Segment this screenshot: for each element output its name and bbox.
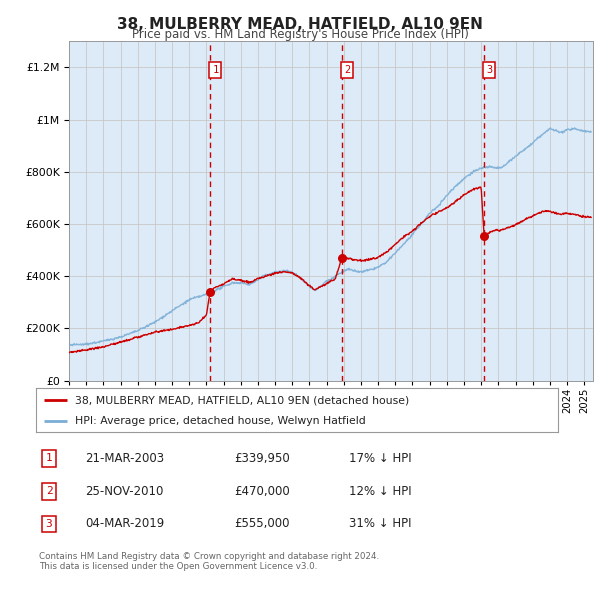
Text: 04-MAR-2019: 04-MAR-2019: [86, 517, 165, 530]
Text: HPI: Average price, detached house, Welwyn Hatfield: HPI: Average price, detached house, Welw…: [75, 416, 366, 426]
Text: 3: 3: [46, 519, 52, 529]
Text: 2: 2: [344, 65, 350, 75]
Text: 21-MAR-2003: 21-MAR-2003: [86, 452, 165, 465]
Text: Price paid vs. HM Land Registry's House Price Index (HPI): Price paid vs. HM Land Registry's House …: [131, 28, 469, 41]
Text: £555,000: £555,000: [235, 517, 290, 530]
Text: This data is licensed under the Open Government Licence v3.0.: This data is licensed under the Open Gov…: [39, 562, 317, 571]
Text: 1: 1: [46, 454, 52, 463]
Text: 12% ↓ HPI: 12% ↓ HPI: [349, 484, 412, 498]
Text: 17% ↓ HPI: 17% ↓ HPI: [349, 452, 412, 465]
Text: £470,000: £470,000: [235, 484, 290, 498]
Text: 25-NOV-2010: 25-NOV-2010: [86, 484, 164, 498]
Text: 2: 2: [46, 486, 52, 496]
Text: Contains HM Land Registry data © Crown copyright and database right 2024.: Contains HM Land Registry data © Crown c…: [39, 552, 379, 560]
Text: 31% ↓ HPI: 31% ↓ HPI: [349, 517, 412, 530]
Text: 38, MULBERRY MEAD, HATFIELD, AL10 9EN: 38, MULBERRY MEAD, HATFIELD, AL10 9EN: [117, 17, 483, 31]
Text: 3: 3: [486, 65, 493, 75]
Text: 1: 1: [212, 65, 218, 75]
Text: £339,950: £339,950: [235, 452, 290, 465]
Text: 38, MULBERRY MEAD, HATFIELD, AL10 9EN (detached house): 38, MULBERRY MEAD, HATFIELD, AL10 9EN (d…: [75, 395, 409, 405]
